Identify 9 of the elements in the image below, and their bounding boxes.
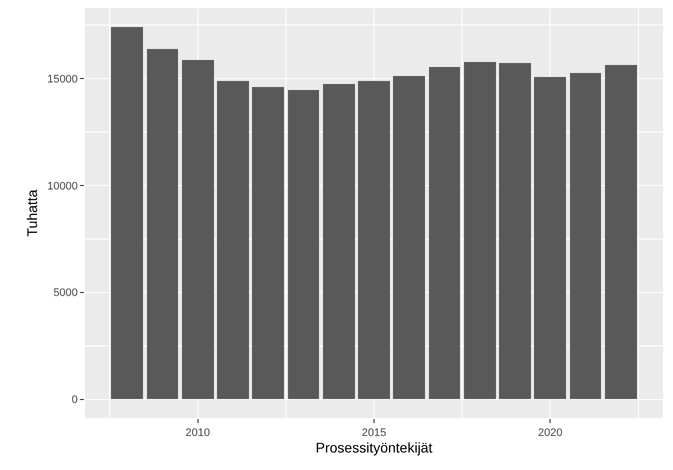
x-tick-label: 2010 — [186, 427, 210, 440]
y-tick-label: 0 — [72, 394, 78, 406]
y-tick-label: 15000 — [47, 73, 78, 86]
y-axis-title: Tuhatta — [24, 189, 40, 236]
x-tick-label: 2020 — [538, 427, 562, 440]
x-axis-title: Prosessityöntekijät — [316, 440, 432, 456]
y-tick-label: 5000 — [53, 287, 78, 300]
x-tick-label: 2015 — [362, 427, 386, 440]
y-tick-label: 10000 — [47, 180, 78, 192]
